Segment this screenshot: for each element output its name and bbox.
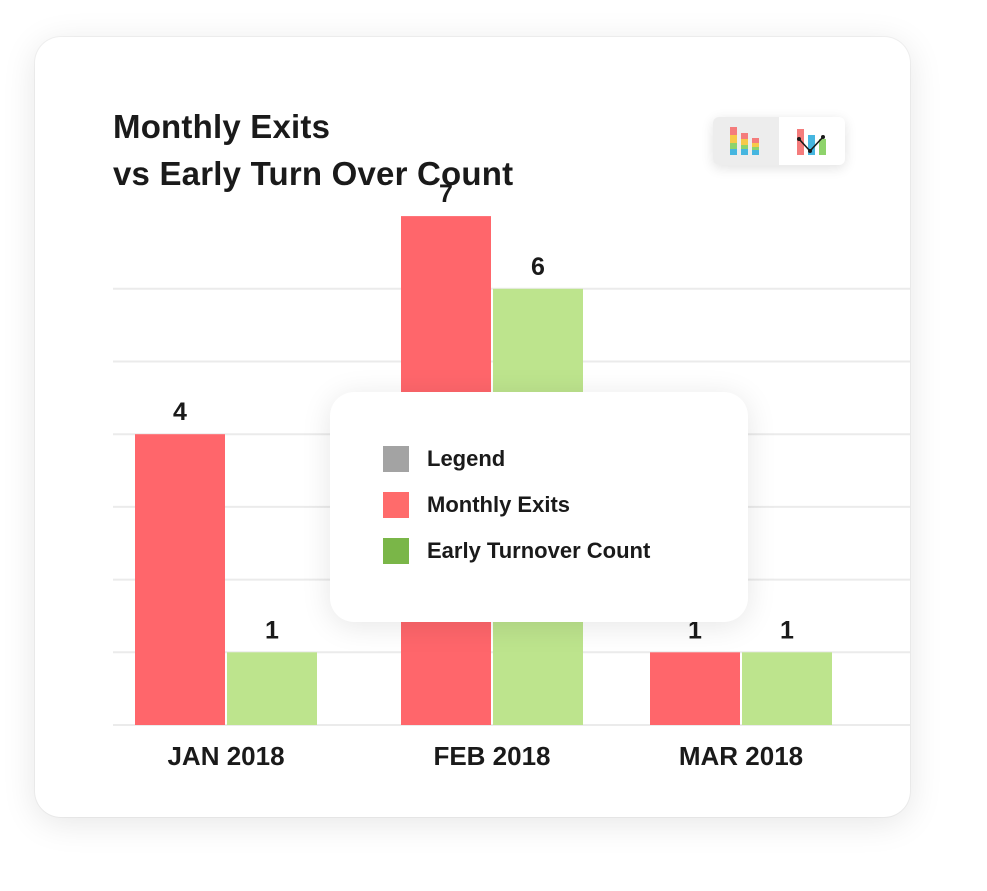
chart-title: Monthly Exits vs Early Turn Over Count [113,103,633,197]
chart-title-line-2: vs Early Turn Over Count [113,155,514,192]
bar-value-label: 4 [173,398,187,426]
bar-line-combo-chart-icon [797,129,826,155]
bar[interactable] [650,652,740,725]
stacked-bar-chart-icon [730,127,759,155]
x-tick-label: JAN 2018 [167,741,284,771]
bar-value-label: 1 [780,616,794,644]
x-tick-label: FEB 2018 [433,741,550,771]
legend-label: Early Turnover Count [427,538,651,563]
chart-card: Monthly Exits vs Early Turn Over Count [35,37,910,817]
bar[interactable] [742,652,832,725]
legend-item-early-turnover[interactable]: Early Turnover Count [383,538,650,564]
combo-chart-button[interactable] [779,117,845,165]
legend-swatch [383,538,409,564]
x-tick-label: MAR 2018 [679,741,803,771]
bar-value-label: 1 [688,616,702,644]
legend-item-monthly-exits[interactable]: Monthly Exits [383,492,570,518]
legend-label: Monthly Exits [427,492,571,517]
stacked-bar-chart-button[interactable] [713,117,779,165]
legend-swatch [383,492,409,518]
chart-title-line-1: Monthly Exits [113,108,331,145]
bar[interactable] [135,434,225,725]
chart-legend: Legend Monthly Exits Early Turnover Coun… [330,392,748,622]
bar[interactable] [227,652,317,725]
legend-item-header[interactable]: Legend [383,446,505,472]
bar-value-label: 1 [265,616,279,644]
bar-value-label: 6 [531,253,545,281]
bar-value-label: 7 [439,180,453,208]
chart-type-switcher [713,117,845,165]
legend-swatch [383,446,409,472]
legend-label: Legend [427,446,506,471]
